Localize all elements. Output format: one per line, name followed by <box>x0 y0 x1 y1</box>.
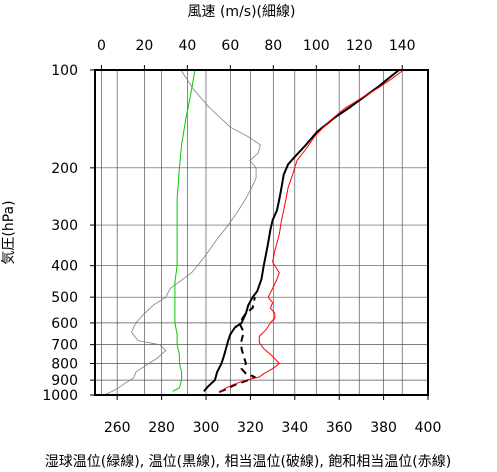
bottom-axis-title: 湿球温位(緑線), 温位(黒線), 相当温位(破線), 飽和相当温位(赤線) <box>45 453 451 470</box>
bottom-tick-label: 280 <box>148 420 175 436</box>
left-tick-label: 100 <box>51 63 78 79</box>
top-axis-ticks: 0 20 40 60 80 100 120 140 <box>97 38 416 70</box>
top-tick-label: 140 <box>389 38 416 54</box>
bottom-tick-label: 400 <box>415 420 442 436</box>
top-tick-label: 100 <box>303 38 330 54</box>
bottom-tick-label: 320 <box>237 420 264 436</box>
bottom-tick-label: 260 <box>104 420 131 436</box>
series-line-1 <box>172 69 196 392</box>
plot-frame <box>94 69 429 396</box>
bottom-axis-ticks: 260 280 300 320 340 360 380 400 <box>104 395 442 436</box>
left-tick-label: 500 <box>51 290 78 306</box>
series-line-0 <box>105 69 261 395</box>
left-tick-label: 200 <box>51 161 78 177</box>
top-tick-label: 60 <box>221 38 239 54</box>
y-axis-title: 気圧(hPa) <box>1 200 17 264</box>
series-line-4 <box>218 69 404 394</box>
series-line-3 <box>218 297 256 394</box>
grid <box>95 69 429 396</box>
top-tick-label: 40 <box>178 38 196 54</box>
left-tick-label: 900 <box>51 373 78 389</box>
top-tick-label: 120 <box>346 38 373 54</box>
top-tick-label: 0 <box>97 38 106 54</box>
left-tick-label: 300 <box>51 218 78 234</box>
top-tick-label: 20 <box>135 38 153 54</box>
left-tick-label: 400 <box>51 259 78 275</box>
top-axis-title: 風速 (m/s)(細線) <box>188 4 296 20</box>
left-tick-label: 700 <box>51 338 78 354</box>
left-tick-label: 600 <box>51 316 78 332</box>
bottom-tick-label: 340 <box>281 420 308 436</box>
left-tick-label: 1000 <box>42 388 78 404</box>
bottom-tick-label: 380 <box>370 420 397 436</box>
series-layer <box>105 69 404 395</box>
top-tick-label: 80 <box>264 38 282 54</box>
bottom-tick-label: 300 <box>193 420 220 436</box>
left-tick-label: 800 <box>51 357 78 373</box>
series-line-2 <box>203 69 400 393</box>
bottom-tick-label: 360 <box>326 420 353 436</box>
